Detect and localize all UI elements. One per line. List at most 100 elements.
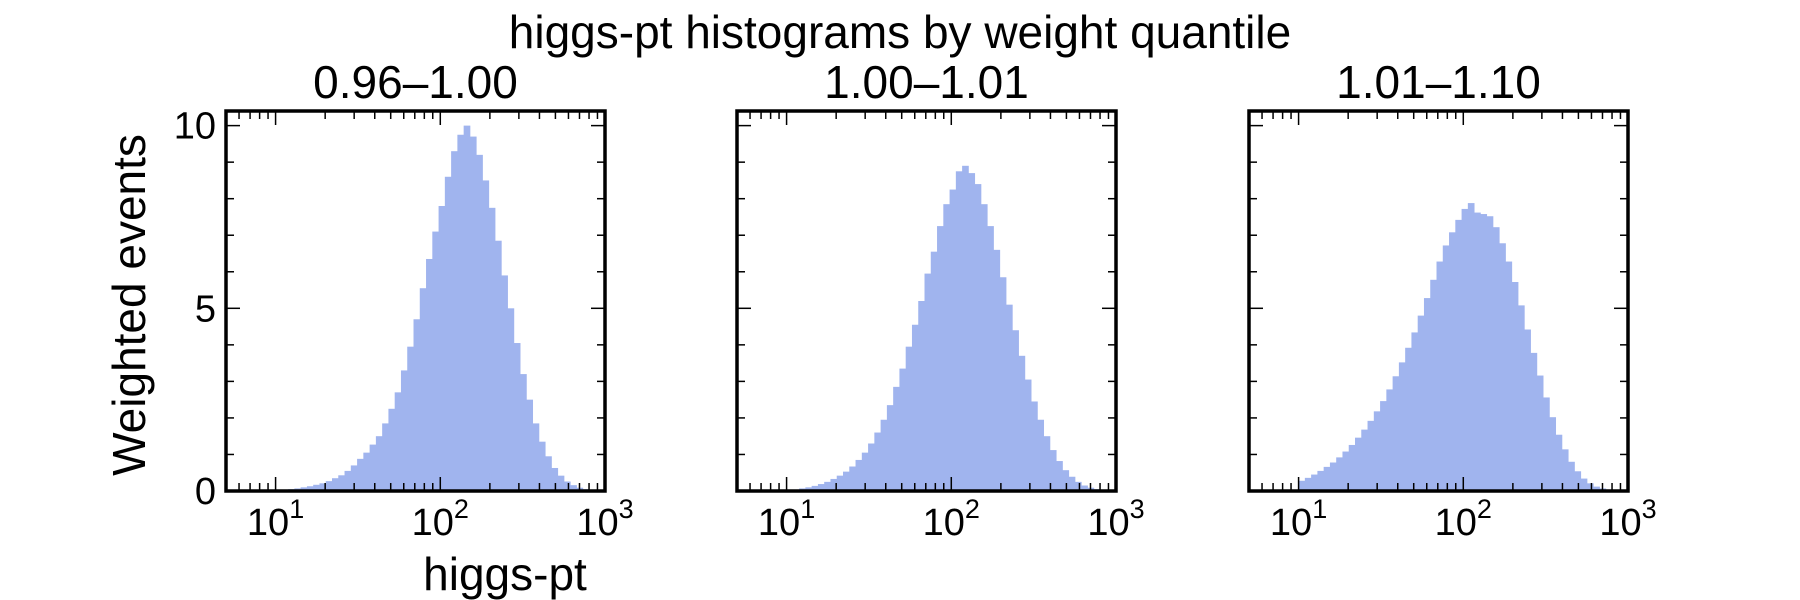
histogram-bar — [438, 206, 446, 491]
histogram-bar — [1049, 450, 1057, 491]
histogram-bar — [1430, 279, 1437, 491]
histogram-bar — [1056, 461, 1063, 491]
histogram-bar — [369, 444, 377, 491]
histogram-bar — [407, 346, 414, 491]
histogram-bar — [545, 456, 552, 491]
histogram-bar — [319, 483, 327, 491]
axes-frame — [224, 109, 607, 493]
panels: 101 102 103 0 5 10 0.96–1.00 101 102 103 1.00–1.01… — [174, 56, 1657, 544]
histogram-bar — [495, 240, 502, 491]
histogram-bar — [1423, 298, 1431, 491]
panel-title: 1.01–1.10 — [1336, 56, 1541, 108]
histogram-bar — [1524, 329, 1531, 491]
histogram-bar — [1043, 436, 1051, 491]
histogram-bar — [400, 370, 408, 491]
histogram-bar — [962, 165, 969, 492]
histogram-bar — [1586, 483, 1594, 491]
histogram-bar — [520, 374, 527, 491]
histogram-bar — [955, 171, 963, 492]
histogram-bar — [1442, 245, 1450, 491]
histogram-bar — [1006, 304, 1013, 491]
histogram-bar — [805, 487, 813, 491]
axes-frame — [1247, 109, 1630, 493]
histogram-bar — [1411, 332, 1419, 491]
histogram-bar — [980, 204, 988, 491]
histogram-bar — [363, 452, 371, 491]
panel-2: 101 102 103 1.00–1.01 — [735, 56, 1145, 544]
histogram-bar — [949, 189, 957, 492]
histogram-bar — [507, 308, 515, 491]
histogram-bar — [501, 275, 508, 491]
histogram-bar — [1536, 375, 1544, 491]
histogram-bar — [880, 419, 888, 491]
histogram-bar — [426, 258, 433, 491]
histogram-bar — [1480, 214, 1488, 492]
histogram-bar — [1436, 261, 1444, 491]
panel-title: 1.00–1.01 — [824, 56, 1029, 108]
histogram-bar — [849, 466, 856, 491]
histogram-bar — [306, 486, 314, 491]
x-tick-label: 101 — [758, 494, 815, 544]
histogram-bar — [382, 423, 389, 491]
histogram-bar — [1298, 480, 1306, 491]
histogram-bar — [899, 368, 907, 491]
histogram-bar — [1355, 437, 1362, 491]
histogram-bar — [1329, 462, 1337, 491]
histogram-bar — [911, 324, 919, 491]
histogram-bar — [1455, 219, 1462, 491]
histogram-bar — [1461, 208, 1469, 491]
x-tick-label: 103 — [1599, 494, 1656, 544]
histogram-bar — [538, 441, 546, 491]
histogram-bar — [1555, 434, 1563, 491]
histogram-bar — [1336, 457, 1343, 491]
histogram-bar — [1474, 212, 1481, 492]
histogram-bar — [817, 484, 825, 491]
x-tick-label: 101 — [1270, 494, 1327, 544]
histogram-bar — [469, 136, 477, 492]
histogram-bar — [1449, 232, 1456, 492]
histogram-bar — [1593, 486, 1600, 491]
histogram-bar — [1074, 481, 1082, 491]
histogram-bar — [1568, 461, 1575, 491]
histogram-bar — [1361, 429, 1368, 491]
histogram-bar — [930, 251, 938, 491]
histogram-bar — [413, 319, 421, 491]
histogram-bar — [1323, 466, 1331, 491]
histogram-bar — [811, 485, 819, 491]
y-tick-label: 0 — [195, 471, 216, 513]
histogram-bar — [924, 273, 932, 491]
histogram-bar — [1543, 397, 1550, 491]
histogram-bar — [332, 478, 339, 491]
histogram-bar — [855, 459, 863, 491]
histogram-bar — [338, 475, 345, 491]
histogram-bar — [1068, 476, 1076, 491]
x-tick-label: 101 — [247, 494, 304, 544]
y-tick-label: 10 — [174, 106, 216, 148]
y-axis-label: Weighted events — [103, 134, 155, 476]
histogram-bar — [968, 173, 976, 491]
histogram-bar — [1398, 362, 1406, 491]
histogram-bar — [1062, 470, 1070, 491]
histogram-bar — [325, 481, 333, 491]
histogram-bar — [526, 399, 534, 491]
x-tick-label: 103 — [1087, 494, 1144, 544]
histogram-bar — [893, 386, 900, 491]
histogram-bar — [1317, 470, 1325, 491]
histogram-bar — [300, 487, 308, 491]
histogram-bar — [1561, 449, 1569, 491]
histogram-bar — [1511, 282, 1519, 491]
histogram-bar — [1342, 451, 1350, 491]
histogram-bar — [1037, 419, 1045, 491]
histogram-bar — [830, 478, 838, 491]
histogram-bar — [1386, 389, 1394, 491]
histogram-bar — [1031, 401, 1038, 491]
histogram-bar — [1467, 203, 1475, 492]
histogram-bar — [532, 423, 540, 491]
histogram-bar — [1530, 352, 1538, 491]
histogram-bar — [488, 207, 496, 492]
histogram-bar — [1505, 261, 1513, 491]
histogram-bar — [482, 180, 490, 491]
histogram-bar — [868, 443, 875, 491]
histogram-bar — [1018, 355, 1026, 491]
x-tick-label: 102 — [412, 494, 469, 544]
